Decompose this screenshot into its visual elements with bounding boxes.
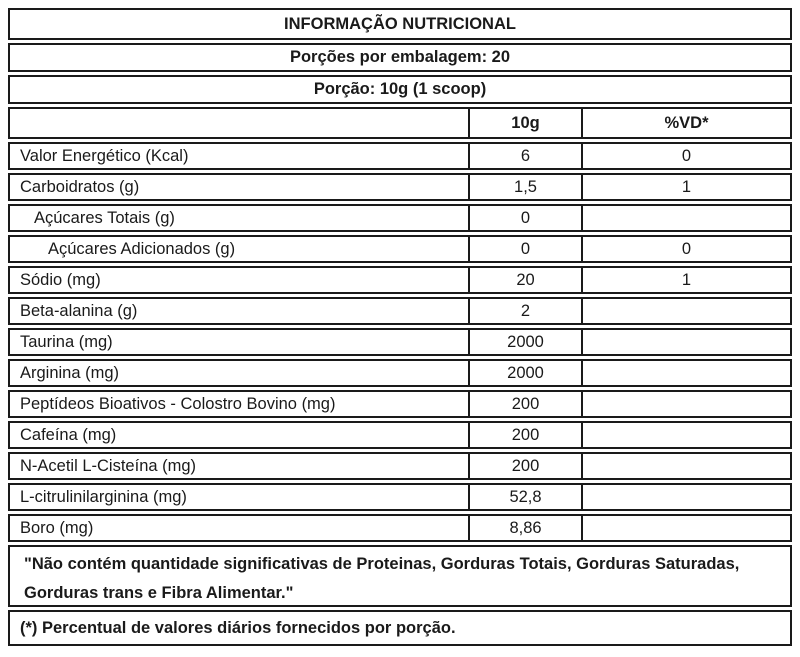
row-amount: 200 (468, 454, 581, 478)
row-daily-value: 0 (581, 144, 790, 168)
row-label: L-citrulinilarginina (mg) (20, 487, 187, 506)
no-significant-amounts-note: "Não contém quantidade significativas de… (24, 555, 740, 602)
column-header-nutrient (10, 109, 468, 137)
row-label: Peptídeos Bioativos - Colostro Bovino (m… (20, 394, 336, 413)
row-amount: 200 (468, 423, 581, 447)
row-amount: 8,86 (468, 516, 581, 540)
row-daily-value: 1 (581, 268, 790, 292)
row-amount: 20 (468, 268, 581, 292)
row-label: Beta-alanina (g) (20, 301, 138, 320)
row-label: Carboidratos (g) (20, 177, 140, 196)
table-row: Carboidratos (g) 1,5 1 (8, 173, 792, 201)
row-daily-value (581, 485, 790, 509)
row-label: N-Acetil L-Cisteína (mg) (20, 456, 197, 475)
row-daily-value (581, 516, 790, 540)
servings-per-package-row: Porções por embalagem: 20 (8, 43, 792, 72)
row-label: Sódio (mg) (20, 270, 101, 289)
row-daily-value (581, 330, 790, 354)
row-label: Arginina (mg) (20, 363, 120, 382)
row-label: Açúcares Totais (g) (34, 208, 175, 227)
table-row: L-citrulinilarginina (mg) 52,8 (8, 483, 792, 511)
serving-size-row: Porção: 10g (1 scoop) (8, 75, 792, 104)
table-row: N-Acetil L-Cisteína (mg) 200 (8, 452, 792, 480)
row-daily-value: 1 (581, 175, 790, 199)
row-amount: 1,5 (468, 175, 581, 199)
table-row: Valor Energético (Kcal) 6 0 (8, 142, 792, 170)
row-amount: 6 (468, 144, 581, 168)
row-amount: 2 (468, 299, 581, 323)
column-header-amount: 10g (468, 109, 581, 137)
row-amount: 2000 (468, 330, 581, 354)
row-label: Boro (mg) (20, 518, 94, 537)
table-row: Açúcares Totais (g) 0 (8, 204, 792, 232)
row-daily-value (581, 392, 790, 416)
daily-value-footnote-row: (*) Percentual de valores diários fornec… (8, 610, 792, 646)
servings-per-package: Porções por embalagem: 20 (289, 48, 511, 66)
table-row: Beta-alanina (g) 2 (8, 297, 792, 325)
daily-value-footnote: (*) Percentual de valores diários fornec… (20, 618, 456, 637)
row-daily-value (581, 206, 790, 230)
row-label: Taurina (mg) (20, 332, 113, 351)
table-row: Açúcares Adicionados (g) 0 0 (8, 235, 792, 263)
table-title: INFORMAÇÃO NUTRICIONAL (284, 14, 516, 33)
no-significant-amounts-note-row: "Não contém quantidade significativas de… (8, 545, 792, 607)
row-amount: 0 (468, 206, 581, 230)
table-row: Sódio (mg) 20 1 (8, 266, 792, 294)
table-row: Taurina (mg) 2000 (8, 328, 792, 356)
row-daily-value (581, 361, 790, 385)
column-header-daily-value: %VD* (581, 109, 790, 137)
row-label: Açúcares Adicionados (g) (48, 239, 236, 258)
table-row: Arginina (mg) 2000 (8, 359, 792, 387)
row-daily-value: 0 (581, 237, 790, 261)
row-label: Valor Energético (Kcal) (20, 146, 189, 165)
row-daily-value (581, 423, 790, 447)
table-row: Peptídeos Bioativos - Colostro Bovino (m… (8, 390, 792, 418)
row-amount: 200 (468, 392, 581, 416)
row-daily-value (581, 299, 790, 323)
table-row: Cafeína (mg) 200 (8, 421, 792, 449)
column-header-row: 10g %VD* (8, 107, 792, 139)
table-title-row: INFORMAÇÃO NUTRICIONAL (8, 8, 792, 40)
row-daily-value (581, 454, 790, 478)
row-amount: 52,8 (468, 485, 581, 509)
row-amount: 2000 (468, 361, 581, 385)
table-row: Boro (mg) 8,86 (8, 514, 792, 542)
serving-size: Porção: 10g (1 scoop) (313, 80, 487, 98)
row-amount: 0 (468, 237, 581, 261)
row-label: Cafeína (mg) (20, 425, 117, 444)
